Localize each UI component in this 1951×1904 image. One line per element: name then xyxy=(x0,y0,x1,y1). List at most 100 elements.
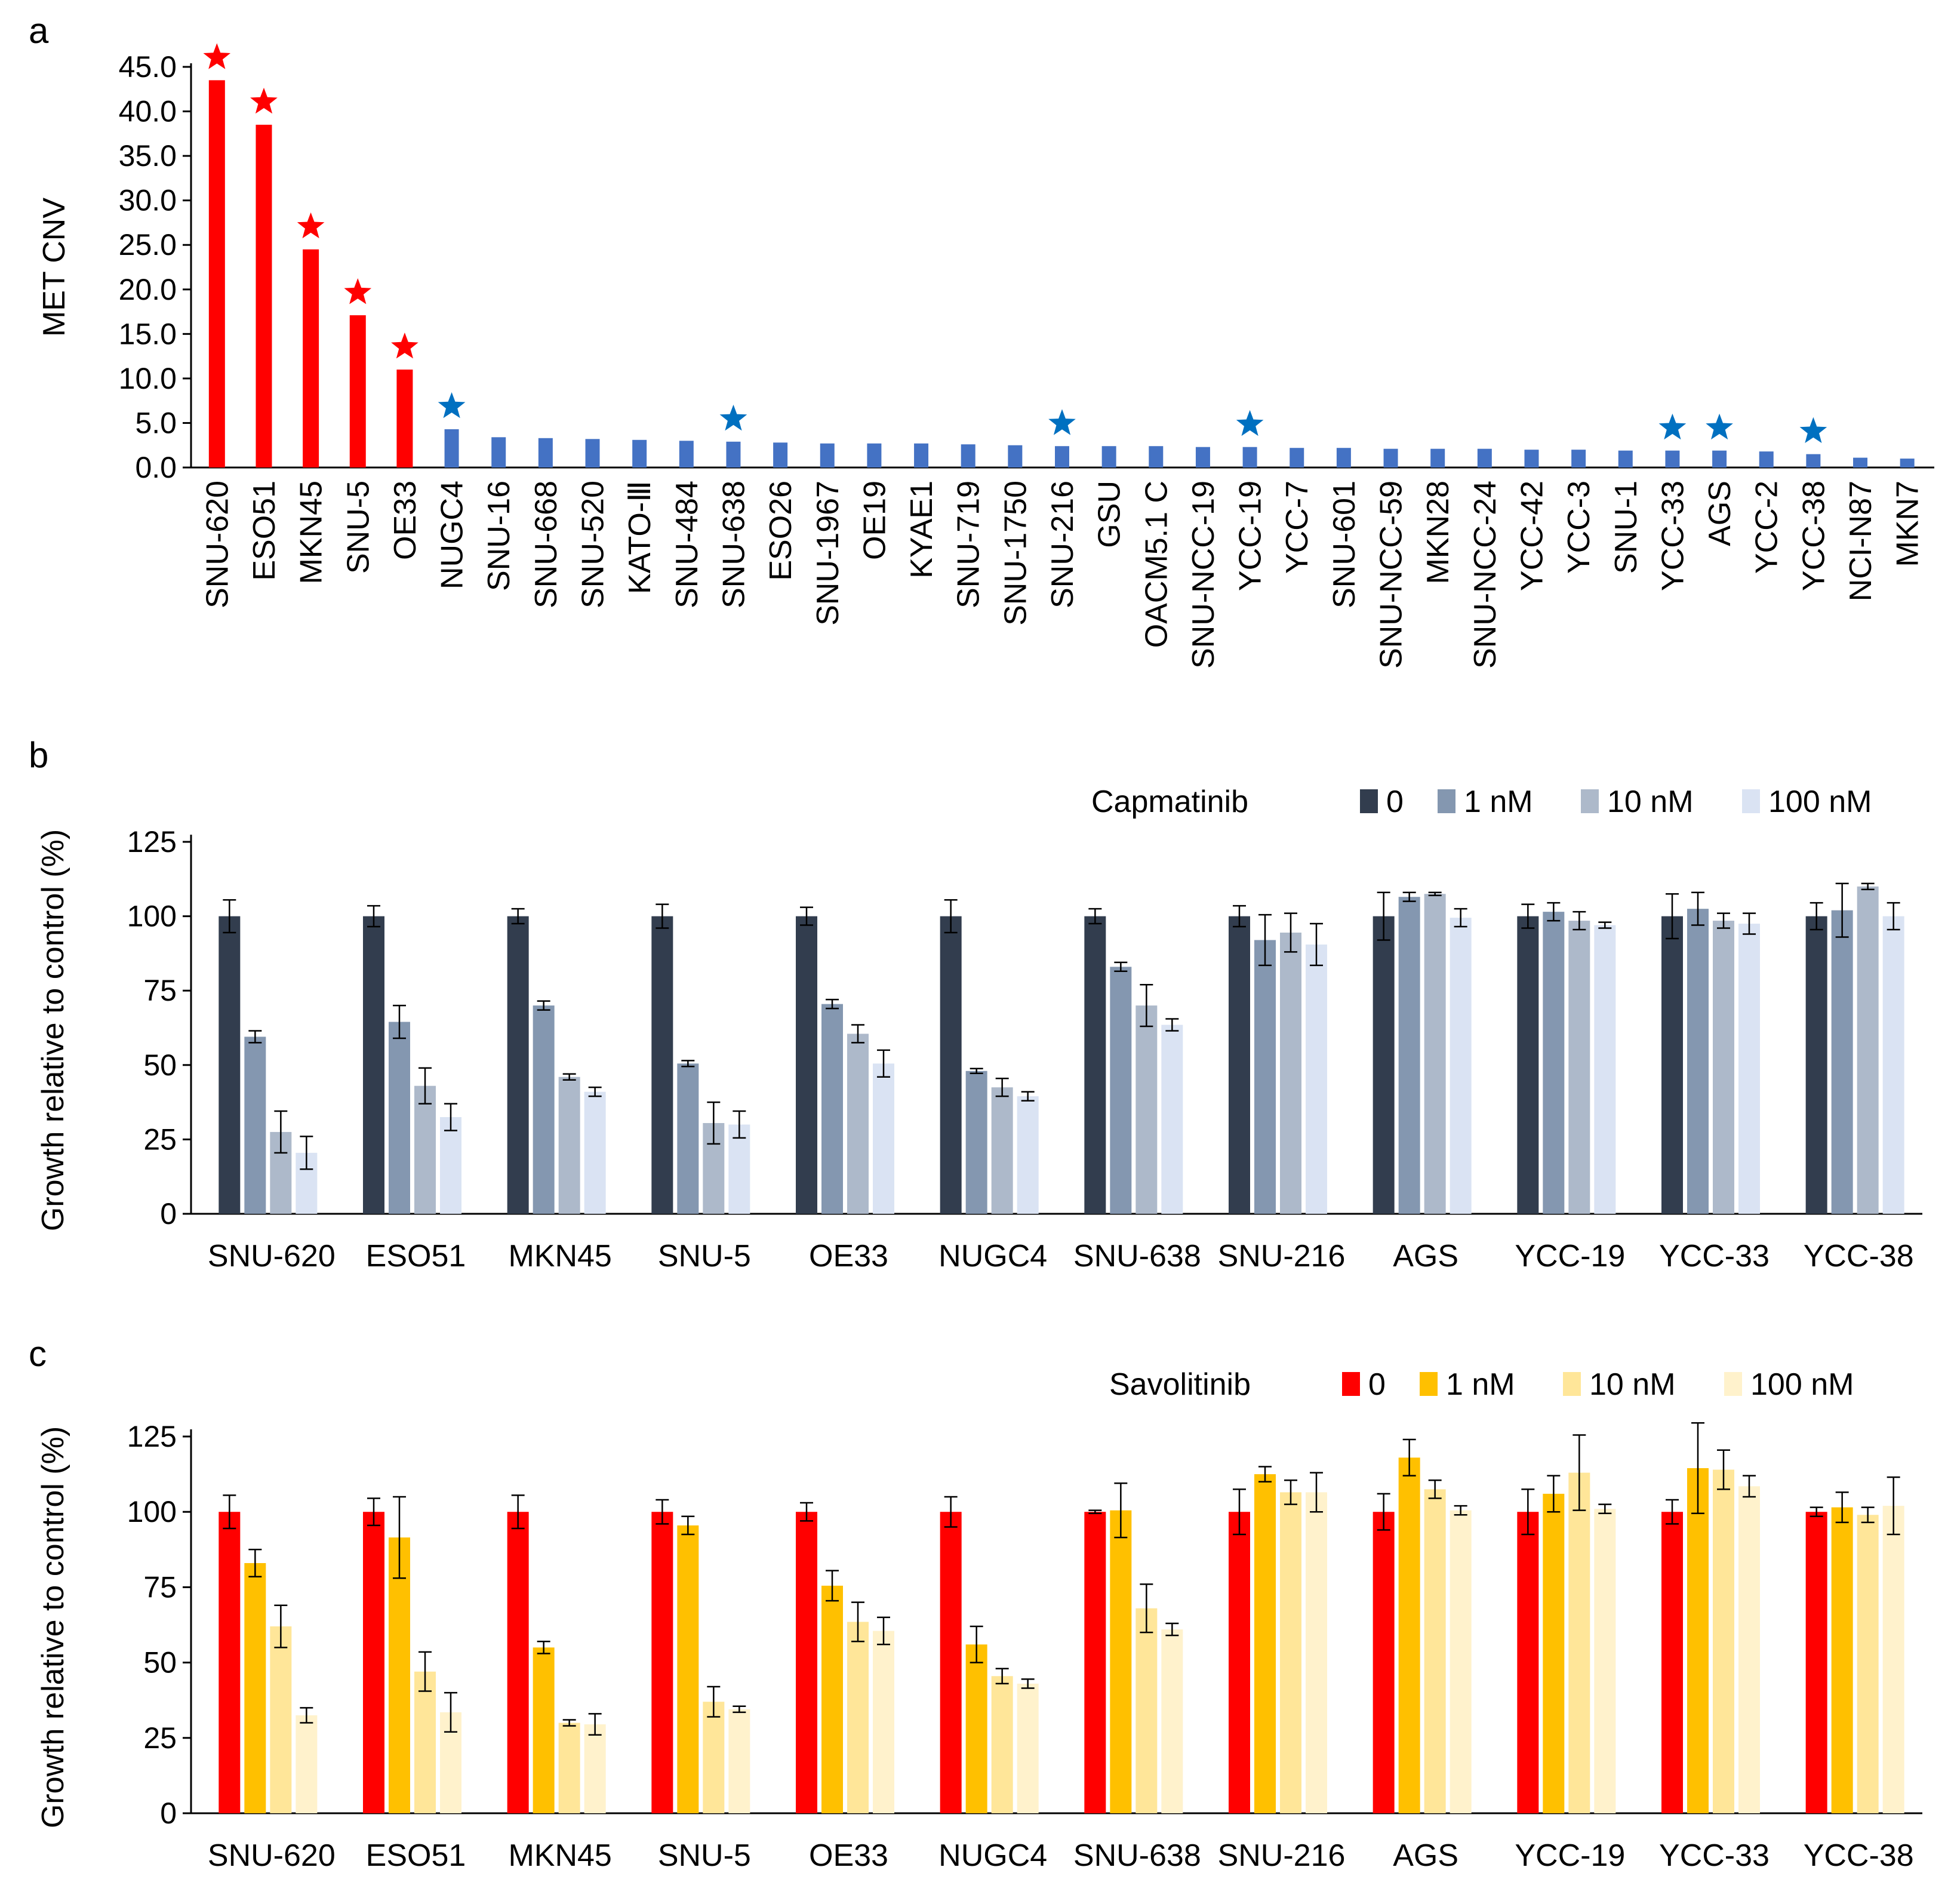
bar xyxy=(1477,448,1492,467)
legend-label: 0 xyxy=(1386,785,1404,819)
bar xyxy=(1543,912,1565,1214)
bar xyxy=(1017,1683,1039,1813)
x-category-label: SNU-638 xyxy=(1073,1239,1201,1274)
x-category-label: YCC-38 xyxy=(1804,1239,1914,1274)
bar xyxy=(363,916,384,1214)
x-category-label: SNU-1 xyxy=(1609,481,1644,574)
legend-swatch xyxy=(1742,789,1760,813)
star-marker xyxy=(1658,413,1687,440)
bar xyxy=(440,1117,461,1214)
y-tick-label: 40.0 xyxy=(119,95,177,128)
bar xyxy=(1101,446,1116,467)
x-category-label: SNU-5 xyxy=(341,481,376,574)
star-marker xyxy=(1706,413,1733,440)
y-tick-label: 35.0 xyxy=(119,139,177,173)
bar xyxy=(914,443,929,467)
bar xyxy=(1713,921,1734,1214)
y-tick-label: 100 xyxy=(127,1495,177,1528)
y-tick-label: 50 xyxy=(143,1048,177,1082)
y-tick-label: 100 xyxy=(127,900,177,933)
bar xyxy=(703,1702,725,1813)
star-marker xyxy=(250,87,278,114)
bar xyxy=(558,1076,580,1214)
x-category-label: SNU-1750 xyxy=(998,481,1033,626)
legend-swatch xyxy=(1360,789,1378,813)
bar xyxy=(651,916,673,1214)
bar xyxy=(1594,925,1616,1214)
bar xyxy=(677,1525,699,1813)
y-tick-label: 5.0 xyxy=(135,406,177,439)
bar xyxy=(796,1512,817,1813)
bar xyxy=(867,443,882,467)
star-marker xyxy=(297,212,325,239)
bar xyxy=(1055,446,1069,467)
legend-swatch xyxy=(1420,1372,1438,1396)
x-category-label: SNU-5 xyxy=(658,1838,751,1873)
x-category-label: YCC-42 xyxy=(1515,481,1549,591)
legend-swatch xyxy=(1342,1372,1360,1396)
bar xyxy=(1543,1493,1565,1813)
star-marker xyxy=(1236,410,1264,436)
bar xyxy=(651,1512,673,1813)
bar xyxy=(847,1033,869,1214)
bar xyxy=(1424,894,1446,1214)
bar xyxy=(1882,1506,1904,1813)
bar xyxy=(1306,1492,1327,1813)
bar xyxy=(491,437,506,467)
bar xyxy=(1738,924,1760,1214)
x-category-label: SNU-NCC-24 xyxy=(1468,481,1503,669)
bar xyxy=(1149,446,1164,467)
bar xyxy=(1424,1489,1446,1813)
bar xyxy=(940,1512,962,1813)
x-category-label: ESO26 xyxy=(764,481,798,581)
y-tick-label: 10.0 xyxy=(119,362,177,395)
bar xyxy=(1517,916,1539,1214)
bar xyxy=(1195,447,1210,467)
bar xyxy=(1398,897,1420,1214)
bar xyxy=(965,1644,987,1813)
star-marker xyxy=(203,43,231,69)
bar xyxy=(533,1005,555,1214)
y-tick-label: 75 xyxy=(143,1570,177,1604)
bar xyxy=(1229,1512,1250,1813)
x-category-label: OE33 xyxy=(388,481,423,560)
bar xyxy=(873,1063,894,1214)
bar xyxy=(1306,944,1327,1214)
bar xyxy=(632,439,647,467)
bar xyxy=(1084,1512,1106,1813)
bar xyxy=(1290,448,1304,467)
x-category-label: SNU-638 xyxy=(1073,1838,1201,1873)
star-marker xyxy=(719,404,747,431)
bar xyxy=(1857,886,1879,1214)
bar xyxy=(940,916,962,1214)
x-category-label: SNU-520 xyxy=(576,481,611,608)
x-category-label: SNU-16 xyxy=(482,481,516,591)
bar xyxy=(389,1537,410,1813)
bar xyxy=(677,1063,699,1214)
bar xyxy=(1661,916,1683,1214)
y-tick-label: 25 xyxy=(143,1721,177,1755)
x-category-label: YCC-3 xyxy=(1562,481,1596,574)
bar xyxy=(1882,916,1904,1214)
x-category-label: NUGC4 xyxy=(435,481,470,589)
legend-label: 100 nM xyxy=(1750,1367,1854,1402)
legend-label: 10 nM xyxy=(1589,1367,1676,1402)
x-category-label: MKN28 xyxy=(1421,481,1455,584)
bar xyxy=(585,439,600,467)
bar xyxy=(873,1631,894,1813)
bar xyxy=(1900,459,1915,467)
x-category-label: OE33 xyxy=(809,1838,888,1873)
panel-a-letter: a xyxy=(29,11,49,51)
bar xyxy=(1831,910,1853,1214)
x-category-label: NUGC4 xyxy=(938,1838,1047,1873)
x-category-label: OE19 xyxy=(857,481,892,560)
bar xyxy=(533,1647,555,1813)
bar xyxy=(1161,1629,1183,1813)
bar xyxy=(558,1722,580,1813)
legend-label: 1 nM xyxy=(1446,1367,1515,1402)
bar xyxy=(538,438,553,467)
y-tick-label: 20.0 xyxy=(119,273,177,306)
x-category-label: SNU-NCC-59 xyxy=(1374,481,1409,669)
bar xyxy=(1517,1512,1539,1813)
bar xyxy=(679,441,694,467)
